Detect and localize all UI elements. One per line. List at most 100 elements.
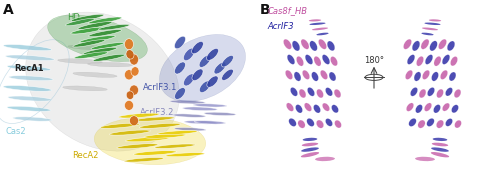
Ellipse shape (74, 52, 108, 59)
Ellipse shape (429, 19, 441, 21)
Ellipse shape (154, 144, 196, 148)
Ellipse shape (117, 144, 158, 149)
Ellipse shape (315, 157, 335, 161)
Ellipse shape (422, 70, 430, 79)
Ellipse shape (432, 72, 438, 81)
Ellipse shape (8, 96, 52, 101)
Ellipse shape (192, 41, 203, 54)
Ellipse shape (434, 56, 441, 66)
Text: B: B (260, 3, 270, 16)
Ellipse shape (416, 56, 424, 66)
Ellipse shape (100, 123, 140, 128)
Ellipse shape (301, 152, 319, 157)
Ellipse shape (292, 41, 300, 51)
Ellipse shape (193, 104, 227, 107)
Ellipse shape (322, 103, 330, 111)
Ellipse shape (310, 23, 326, 25)
Ellipse shape (414, 72, 421, 81)
Ellipse shape (71, 14, 104, 21)
Ellipse shape (442, 103, 450, 111)
Ellipse shape (454, 120, 462, 128)
Ellipse shape (287, 55, 295, 64)
Ellipse shape (322, 55, 330, 64)
Ellipse shape (126, 137, 170, 142)
Ellipse shape (302, 143, 318, 146)
Ellipse shape (286, 103, 294, 111)
Ellipse shape (424, 103, 432, 111)
Ellipse shape (174, 36, 186, 49)
Ellipse shape (63, 86, 107, 91)
Text: RecA2: RecA2 (72, 151, 99, 159)
Ellipse shape (144, 134, 186, 138)
Ellipse shape (434, 105, 440, 113)
Ellipse shape (299, 89, 306, 98)
Ellipse shape (404, 39, 411, 49)
Ellipse shape (130, 85, 138, 95)
Ellipse shape (432, 143, 448, 146)
Ellipse shape (430, 41, 438, 51)
Ellipse shape (450, 56, 458, 66)
Ellipse shape (214, 62, 226, 74)
Ellipse shape (93, 54, 125, 61)
Ellipse shape (184, 74, 194, 86)
Ellipse shape (412, 41, 420, 51)
Ellipse shape (294, 72, 301, 81)
Ellipse shape (314, 56, 321, 66)
Ellipse shape (13, 117, 52, 121)
Ellipse shape (329, 72, 336, 81)
Ellipse shape (88, 30, 122, 37)
Ellipse shape (204, 112, 236, 116)
Ellipse shape (312, 28, 328, 30)
Ellipse shape (134, 151, 176, 155)
Ellipse shape (6, 55, 54, 61)
Ellipse shape (58, 59, 102, 64)
Ellipse shape (184, 121, 218, 124)
Ellipse shape (408, 118, 416, 126)
Ellipse shape (310, 41, 318, 51)
Ellipse shape (172, 114, 206, 117)
Ellipse shape (447, 41, 455, 51)
Ellipse shape (309, 19, 321, 21)
Ellipse shape (446, 118, 452, 126)
Ellipse shape (131, 67, 139, 76)
Ellipse shape (422, 33, 434, 35)
Ellipse shape (78, 22, 112, 29)
Ellipse shape (421, 39, 429, 49)
Ellipse shape (66, 18, 94, 26)
Ellipse shape (182, 107, 218, 111)
Ellipse shape (9, 76, 53, 81)
Ellipse shape (284, 39, 292, 49)
Ellipse shape (7, 65, 51, 71)
Ellipse shape (305, 55, 313, 64)
Ellipse shape (98, 24, 130, 30)
Ellipse shape (308, 87, 314, 96)
Ellipse shape (426, 118, 434, 126)
Ellipse shape (222, 55, 234, 67)
Ellipse shape (425, 55, 433, 64)
Ellipse shape (326, 118, 332, 126)
Ellipse shape (334, 120, 342, 128)
Ellipse shape (140, 123, 180, 128)
Ellipse shape (124, 158, 164, 162)
Ellipse shape (446, 88, 452, 96)
Ellipse shape (286, 70, 292, 79)
Ellipse shape (83, 47, 117, 55)
Ellipse shape (3, 86, 52, 91)
Ellipse shape (48, 15, 148, 62)
Ellipse shape (302, 70, 310, 79)
Ellipse shape (126, 91, 134, 99)
Ellipse shape (302, 138, 318, 141)
Ellipse shape (200, 81, 210, 92)
Ellipse shape (68, 45, 112, 50)
Ellipse shape (332, 105, 338, 113)
Text: A: A (2, 3, 13, 16)
Text: AcrIF3.2: AcrIF3.2 (140, 108, 174, 117)
Ellipse shape (301, 39, 309, 49)
Ellipse shape (436, 89, 444, 98)
Ellipse shape (406, 70, 412, 79)
Ellipse shape (170, 100, 205, 104)
Text: 180°: 180° (364, 56, 384, 65)
Ellipse shape (110, 130, 150, 135)
Ellipse shape (4, 45, 51, 51)
Ellipse shape (327, 41, 335, 51)
